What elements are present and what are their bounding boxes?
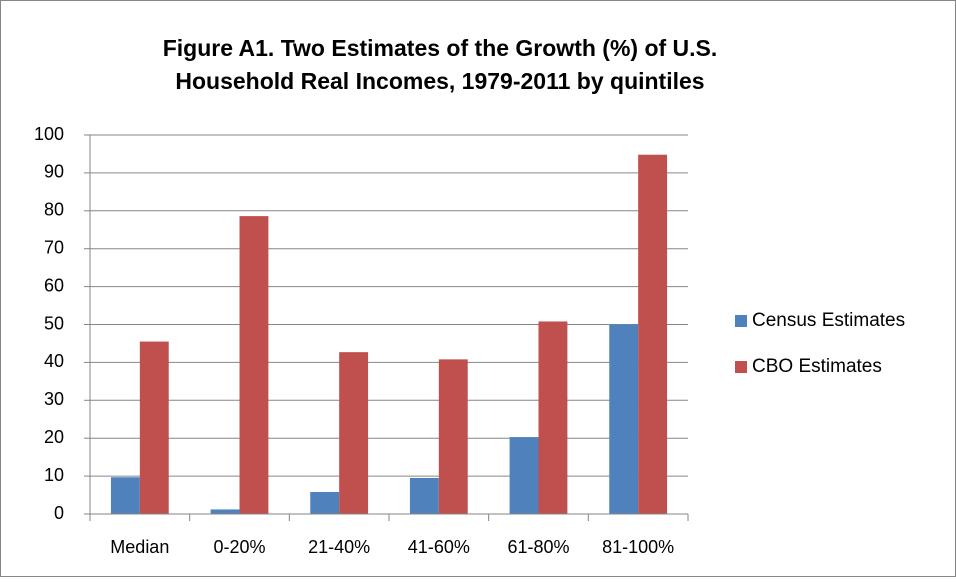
x-tick-label: 21-40%	[308, 537, 370, 557]
bar	[609, 324, 639, 514]
bar	[139, 341, 169, 514]
bar	[538, 321, 568, 514]
x-tick-label: 61-80%	[507, 537, 569, 557]
y-tick-label: 60	[44, 275, 64, 295]
y-tick-label: 20	[44, 427, 64, 447]
y-tick-label: 50	[44, 313, 64, 333]
x-tick-label: 41-60%	[408, 537, 470, 557]
legend-swatch	[735, 361, 747, 373]
y-tick-label: 90	[44, 162, 64, 182]
y-tick-label: 100	[34, 124, 64, 144]
legend-label: CBO Estimates	[752, 356, 882, 377]
y-tick-label: 80	[44, 200, 64, 220]
bar	[310, 492, 340, 514]
bar	[239, 216, 269, 514]
chart-title: Figure A1. Two Estimates of the Growth (…	[163, 35, 718, 61]
bar	[638, 154, 668, 514]
y-tick-label: 0	[54, 503, 64, 523]
legend-label: Census Estimates	[752, 310, 905, 331]
x-tick-label: 0-20%	[213, 537, 265, 557]
bar	[339, 352, 369, 514]
y-tick-label: 70	[44, 237, 64, 257]
y-tick-label: 40	[44, 351, 64, 371]
bar	[210, 509, 240, 514]
bar	[409, 477, 439, 514]
x-tick-label: 81-100%	[602, 537, 674, 557]
y-tick-label: 10	[44, 465, 64, 485]
chart-subtitle: Household Real Incomes, 1979-2011 by qui…	[175, 68, 704, 94]
y-tick-label: 30	[44, 389, 64, 409]
x-tick-label: Median	[110, 537, 169, 557]
bar	[509, 437, 539, 514]
bar	[110, 477, 140, 514]
legend-swatch	[735, 315, 747, 327]
bar	[438, 359, 468, 514]
